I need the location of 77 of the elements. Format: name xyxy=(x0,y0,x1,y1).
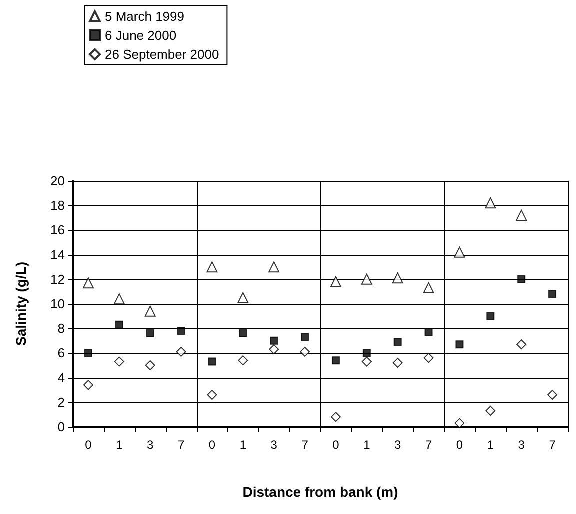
y-tick-label: 20 xyxy=(50,174,65,188)
y-tick-label: 10 xyxy=(50,296,65,312)
point xyxy=(208,358,216,366)
x-tick-label: 0 xyxy=(208,438,216,452)
legend-label: 26 September 2000 xyxy=(105,47,220,62)
point xyxy=(270,336,278,345)
point xyxy=(516,210,528,221)
point xyxy=(518,275,526,284)
x-tick-label: 0 xyxy=(85,438,92,452)
point xyxy=(82,278,94,289)
point xyxy=(300,346,310,357)
x-tick-label: 1 xyxy=(116,438,124,452)
point xyxy=(114,294,125,305)
point xyxy=(394,338,402,346)
point xyxy=(454,246,466,258)
point xyxy=(115,320,124,329)
point xyxy=(301,333,310,342)
point xyxy=(176,346,186,357)
point xyxy=(144,306,156,317)
point xyxy=(146,330,154,338)
x-tick-label: 3 xyxy=(394,438,402,452)
point xyxy=(485,198,496,209)
y-tick-label: 2 xyxy=(58,394,65,410)
x-tick-label: 3 xyxy=(518,438,526,452)
point xyxy=(114,356,124,367)
legend-label: 6 June 2000 xyxy=(105,28,177,43)
y-tick-label: 6 xyxy=(58,346,65,361)
point xyxy=(486,312,495,320)
point xyxy=(454,418,465,428)
y-tick-label: 8 xyxy=(58,321,65,336)
x-tick-label: 1 xyxy=(487,438,494,452)
point xyxy=(145,360,156,370)
y-tick-label: 18 xyxy=(50,198,65,214)
x-tick-label: 1 xyxy=(240,438,247,452)
point xyxy=(516,340,527,350)
point xyxy=(423,282,434,294)
y-tick-label: 14 xyxy=(50,247,65,262)
y-tick-label: 16 xyxy=(50,222,65,238)
point xyxy=(84,349,92,358)
legend-label: 5 March 1999 xyxy=(105,9,184,24)
x-tick-label: 7 xyxy=(302,438,309,452)
point xyxy=(269,344,280,355)
point xyxy=(424,328,433,336)
point xyxy=(207,390,218,400)
point xyxy=(330,276,342,288)
x-tick-label: 1 xyxy=(364,438,371,452)
y-tick-label: 12 xyxy=(50,272,65,287)
point xyxy=(392,358,403,368)
point xyxy=(238,356,248,366)
point xyxy=(362,356,372,367)
x-tick-label: 3 xyxy=(270,438,278,452)
point xyxy=(268,262,280,273)
point xyxy=(239,330,248,338)
point xyxy=(177,327,186,336)
y-axis-title: Salinity (g/L) xyxy=(13,262,29,346)
point xyxy=(424,353,434,364)
point xyxy=(332,356,340,365)
x-tick-label: 7 xyxy=(178,438,185,452)
point xyxy=(486,406,496,416)
point xyxy=(392,272,404,284)
y-tick-label: 4 xyxy=(58,370,65,386)
point xyxy=(206,262,218,273)
y-tick-label: 0 xyxy=(58,420,65,434)
x-tick-label: 0 xyxy=(332,438,340,452)
x-tick-label: 0 xyxy=(456,438,464,452)
point xyxy=(361,274,372,285)
point xyxy=(456,340,464,349)
point xyxy=(548,390,558,400)
x-tick-label: 3 xyxy=(147,438,154,452)
point xyxy=(238,292,249,304)
point xyxy=(83,380,94,390)
point xyxy=(330,412,341,422)
point xyxy=(548,290,557,298)
point xyxy=(362,349,371,358)
x-axis-title: Distance from bank (m) xyxy=(242,484,398,500)
x-tick-label: 7 xyxy=(549,438,556,452)
x-tick-label: 7 xyxy=(425,438,432,452)
